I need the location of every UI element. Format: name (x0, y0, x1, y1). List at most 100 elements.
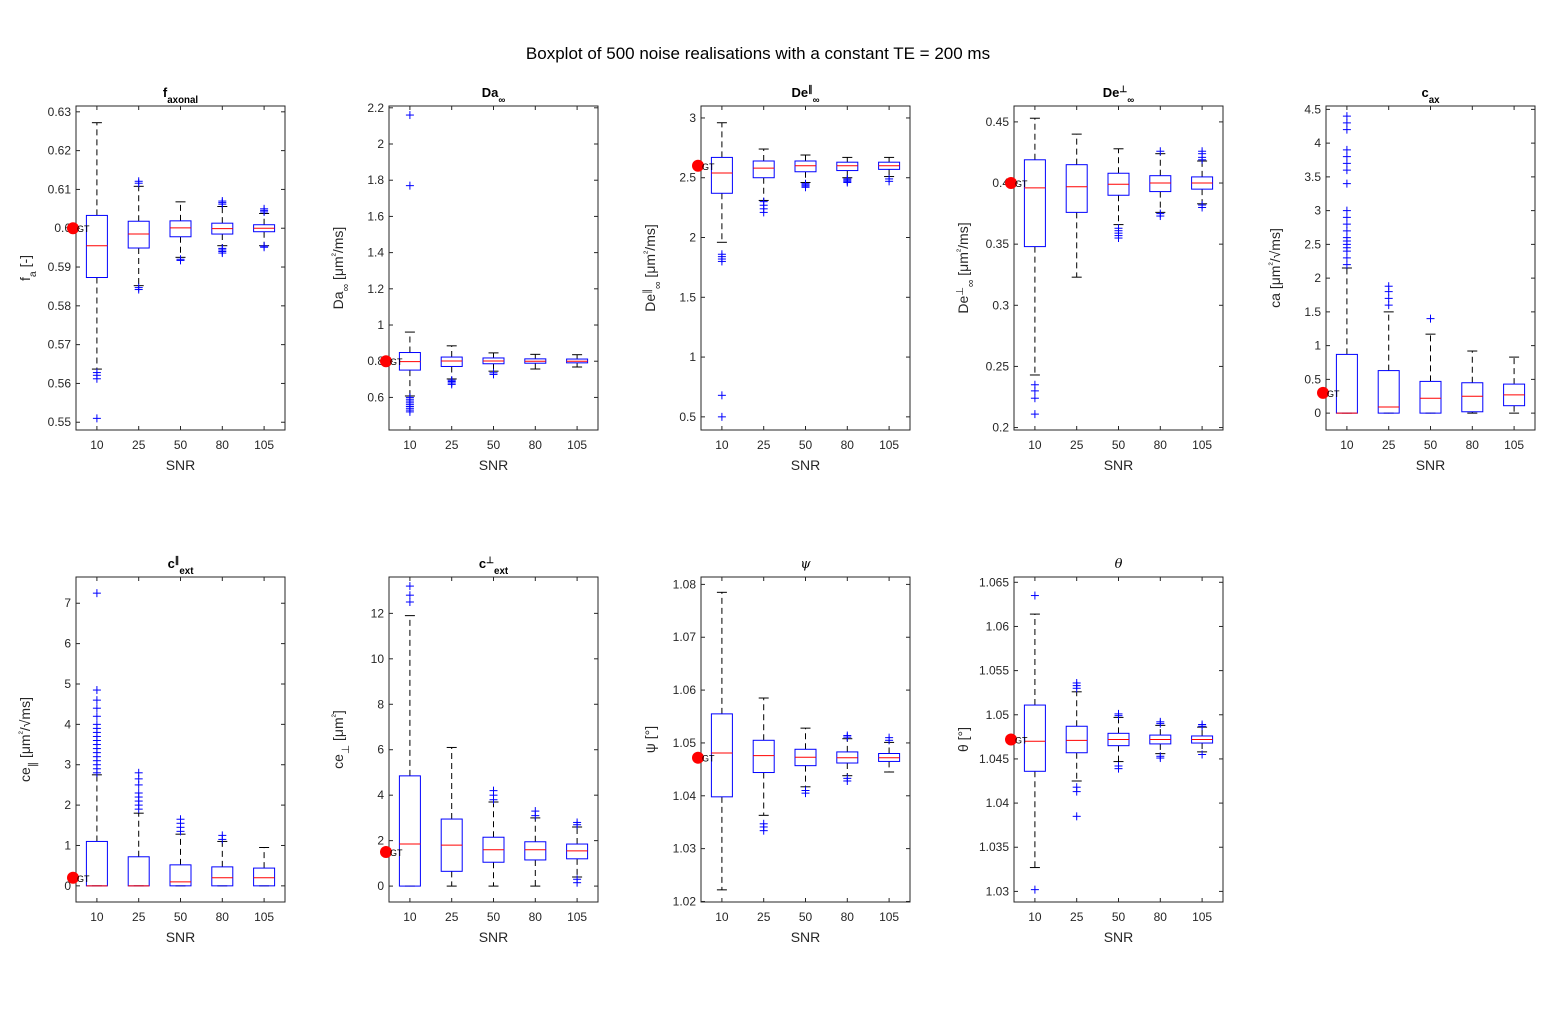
x-tick-label: 10 (90, 438, 104, 452)
y-tick-label: 1.8 (367, 173, 384, 187)
box-50 (169, 201, 192, 265)
outlier-marker (1030, 591, 1039, 600)
y-tick-label: 0.25 (986, 359, 1010, 373)
box-50 (482, 786, 505, 887)
box-80 (1149, 147, 1172, 221)
x-axis-label: SNR (479, 929, 509, 945)
x-tick-label: 50 (174, 910, 188, 924)
x-tick-label: 25 (1070, 910, 1084, 924)
y-tick-label: 0.55 (48, 415, 72, 429)
iqr-box (1149, 175, 1172, 193)
axes-frame (1013, 105, 1224, 431)
y-tick-label: 0.3 (992, 298, 1009, 312)
x-tick-label: 105 (1504, 438, 1524, 452)
x-tick-label: 80 (1154, 910, 1168, 924)
x-tick-label: 105 (1192, 438, 1212, 452)
iqr-box (1023, 704, 1046, 772)
x-tick-label: 105 (879, 438, 899, 452)
x-axis-label: SNR (166, 929, 196, 945)
box-25 (752, 697, 775, 835)
outlier-marker (134, 788, 143, 797)
chart-panel-6: 0 1 2 3 4 5 6 7 10 25 50 80 105 SNR ce∥ [μm²/√ms] c∥ext… (17, 555, 286, 945)
box-10 (398, 582, 421, 887)
chart-panel-2: 0.6 0.8 1 1.2 1.4 1.6 1.8 2 2.2 10 25 50 80 105 SNR Da∞… (330, 85, 599, 473)
outlier-marker (1342, 233, 1351, 242)
box-80 (211, 197, 234, 258)
x-tick-label: 10 (403, 910, 417, 924)
y-tick-label: 0.61 (48, 182, 72, 196)
ground-truth-label: GT (77, 224, 90, 234)
x-tick-label: 10 (403, 438, 417, 452)
panel-title: De⊥∞ (1103, 84, 1135, 106)
x-tick-label: 25 (1382, 438, 1396, 452)
x-tick-label: 80 (216, 910, 230, 924)
box-105 (253, 204, 276, 252)
outlier-marker (134, 177, 143, 186)
box-105 (878, 733, 901, 773)
x-tick-label: 80 (841, 910, 855, 924)
outlier-marker (92, 686, 101, 695)
y-axis-label: De⊥∞ [μm²/ms] (955, 222, 978, 313)
outlier-marker (1114, 709, 1123, 718)
x-tick-label: 50 (487, 910, 501, 924)
panel-title: Da∞ (482, 85, 506, 106)
outlier-marker (1030, 410, 1039, 419)
box-25 (752, 148, 775, 217)
panel-title: c∥ext (168, 555, 195, 577)
box-80 (836, 156, 859, 187)
outlier-marker (1198, 201, 1207, 210)
x-tick-label: 105 (254, 438, 274, 452)
panel-title: ψ (800, 557, 811, 572)
outlier-marker (1072, 783, 1081, 792)
ground-truth-marker (67, 222, 79, 235)
x-tick-label: 25 (445, 910, 459, 924)
y-axis-label: θ [°] (955, 727, 971, 752)
y-tick-label: 3 (689, 111, 696, 125)
x-tick-label: 25 (1070, 438, 1084, 452)
axes-frame (75, 576, 286, 903)
chart-panel-9: 1.03 1.035 1.04 1.045 1.05 1.055 1.06 1.065 10 25… (955, 557, 1224, 945)
ground-truth-label: GT (77, 874, 90, 884)
outlier-marker (1072, 678, 1081, 687)
outlier-marker (801, 786, 810, 795)
box-10 (85, 589, 108, 887)
outlier-marker (885, 733, 894, 742)
iqr-box (752, 739, 775, 774)
x-tick-label: 50 (799, 910, 813, 924)
outlier-marker (1114, 761, 1123, 770)
outlier-marker (405, 111, 414, 120)
y-tick-label: 0.6 (367, 390, 384, 404)
outlier-marker (843, 774, 852, 783)
iqr-box (440, 356, 463, 367)
outlier-marker (405, 598, 414, 606)
y-tick-label: 4.5 (1304, 102, 1321, 116)
x-tick-label: 25 (132, 910, 146, 924)
outlier-marker (759, 819, 768, 828)
box-80 (524, 353, 547, 370)
ground-truth-label: GT (390, 357, 403, 367)
y-tick-label: 3 (1314, 204, 1321, 218)
box-10 (710, 591, 733, 891)
y-tick-label: 1 (1314, 339, 1321, 353)
y-axis-label: ce⊥ [μm²] (330, 710, 353, 769)
x-tick-label: 25 (132, 438, 146, 452)
y-tick-label: 7 (64, 596, 71, 610)
outlier-marker (405, 582, 414, 591)
box-105 (878, 156, 901, 186)
outlier-marker (1156, 209, 1165, 218)
outlier-marker (1342, 152, 1351, 161)
y-tick-label: 2.5 (679, 171, 696, 185)
box-10 (1335, 112, 1358, 414)
x-tick-label: 105 (567, 438, 587, 452)
y-tick-label: 1.05 (673, 736, 697, 750)
y-tick-label: 1 (689, 350, 696, 364)
outlier-marker (1156, 752, 1165, 761)
y-tick-label: 0 (377, 879, 384, 893)
x-tick-label: 10 (715, 438, 729, 452)
box-105 (566, 818, 589, 887)
iqr-box (127, 220, 150, 249)
iqr-box (1377, 370, 1400, 414)
box-10 (1023, 117, 1046, 419)
